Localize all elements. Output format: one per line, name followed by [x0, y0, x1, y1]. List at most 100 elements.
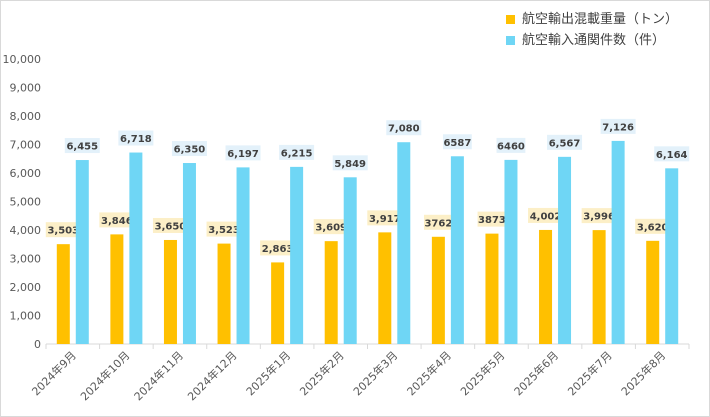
- data-label-background: [64, 138, 100, 154]
- y-tick-label: 7,000: [10, 139, 42, 152]
- data-label: 6,455: [66, 142, 98, 153]
- data-label: 3873: [478, 215, 506, 226]
- data-label-background: [477, 211, 507, 227]
- bar-import-clearance: [129, 152, 143, 344]
- data-label-background: [279, 144, 315, 160]
- bar-import-clearance: [504, 159, 518, 344]
- data-label: 3,846: [101, 216, 133, 227]
- bar-export-weight: [110, 234, 124, 344]
- y-tick-label: 8,000: [10, 110, 42, 123]
- data-label-background: [99, 212, 135, 228]
- data-label-background: [152, 217, 188, 233]
- x-tick-label: 2024年10月: [77, 348, 132, 403]
- data-label: 3,503: [47, 226, 79, 237]
- bar-export-weight: [217, 243, 231, 344]
- data-label-background: [313, 219, 349, 235]
- bar-import-clearance: [558, 156, 572, 344]
- data-label-background: [260, 240, 296, 256]
- bar-export-weight: [163, 239, 177, 344]
- y-tick-label: 5,000: [10, 196, 42, 209]
- y-tick-label: 2,000: [10, 281, 42, 294]
- bar-export-weight: [431, 236, 445, 344]
- data-label-background: [581, 208, 617, 224]
- x-tick-label: 2025年5月: [457, 348, 507, 398]
- data-label-background: [635, 218, 671, 234]
- data-label: 7,126: [602, 122, 634, 133]
- data-label: 3,609: [315, 223, 347, 234]
- data-label: 3,996: [583, 212, 615, 223]
- legend-label-import-clearance: 航空輸入通関件数（件）: [522, 33, 666, 48]
- data-label-background: [654, 146, 690, 162]
- y-tick-label: 6,000: [10, 167, 42, 180]
- data-label: 3,523: [208, 225, 240, 236]
- y-tick-label: 3,000: [10, 253, 42, 266]
- y-tick-label: 10,000: [3, 53, 42, 66]
- bar-import-clearance: [397, 142, 411, 344]
- data-label-background: [386, 120, 422, 136]
- x-tick-label: 2025年6月: [511, 348, 561, 398]
- bar-export-weight: [271, 262, 285, 344]
- x-tick-label: 2025年8月: [618, 348, 668, 398]
- x-tick-label: 2025年1月: [243, 348, 293, 398]
- data-label-background: [367, 210, 403, 226]
- bar-import-clearance: [236, 167, 250, 344]
- bar-import-clearance: [75, 160, 89, 344]
- data-label: 6,350: [174, 145, 206, 156]
- bar-import-clearance: [450, 156, 464, 344]
- data-label: 3,917: [369, 214, 401, 225]
- bar-export-weight: [646, 240, 660, 344]
- bar-import-clearance: [182, 163, 196, 344]
- data-label-background: [600, 118, 636, 134]
- data-label: 6,718: [120, 134, 152, 145]
- x-tick-label: 2025年4月: [404, 348, 454, 398]
- bar-import-clearance: [611, 140, 625, 344]
- bar-export-weight: [324, 241, 338, 344]
- y-tick-label: 1,000: [10, 310, 42, 323]
- data-label: 3,650: [155, 221, 187, 232]
- x-tick-label: 2024年12月: [185, 348, 240, 403]
- x-tick-label: 2025年7月: [565, 348, 615, 398]
- legend-swatch-import-clearance: [506, 36, 515, 45]
- data-label-background: [423, 214, 453, 230]
- data-label-background: [225, 145, 261, 161]
- data-label-background: [171, 141, 207, 157]
- data-label-background: [206, 221, 242, 237]
- data-label-background: [332, 155, 368, 171]
- legend-label-export-weight: 航空輸出混載重量（トン）: [522, 12, 679, 27]
- bar-export-weight: [485, 233, 499, 344]
- data-label: 6,567: [549, 138, 581, 149]
- x-tick-label: 2025年2月: [297, 348, 347, 398]
- data-label-background: [496, 137, 526, 153]
- x-tick-label: 2025年3月: [350, 348, 400, 398]
- data-label: 6460: [497, 141, 525, 152]
- bar-export-weight: [378, 232, 392, 344]
- legend: 航空輸出混載重量（トン） 航空輸入通関件数（件）: [506, 9, 678, 51]
- data-label: 3,620: [637, 222, 669, 233]
- bar-export-weight: [56, 244, 70, 344]
- data-label-background: [118, 130, 154, 146]
- data-label: 7,080: [388, 124, 420, 135]
- y-tick-label: 4,000: [10, 224, 42, 237]
- bar-import-clearance: [343, 177, 357, 344]
- data-label: 3762: [424, 218, 452, 229]
- bar-export-weight: [539, 229, 553, 344]
- data-label: 6,164: [656, 150, 688, 161]
- bar-import-clearance: [665, 168, 679, 344]
- data-label-background: [442, 134, 472, 150]
- y-tick-label: 0: [34, 338, 41, 351]
- x-tick-label: 2024年9月: [29, 348, 79, 398]
- data-label-background: [547, 134, 583, 150]
- data-label: 6,197: [227, 149, 259, 160]
- bar-export-weight: [592, 230, 606, 344]
- legend-item-import-clearance: 航空輸入通関件数（件）: [506, 30, 678, 51]
- legend-swatch-export-weight: [506, 15, 515, 24]
- x-tick-label: 2024年11月: [131, 348, 186, 403]
- legend-item-export-weight: 航空輸出混載重量（トン）: [506, 9, 678, 30]
- data-label: 4,002: [530, 211, 562, 222]
- data-label: 2,863: [262, 244, 294, 255]
- data-label: 6587: [443, 138, 471, 149]
- data-label-background: [45, 222, 81, 238]
- data-label: 5,849: [334, 159, 366, 170]
